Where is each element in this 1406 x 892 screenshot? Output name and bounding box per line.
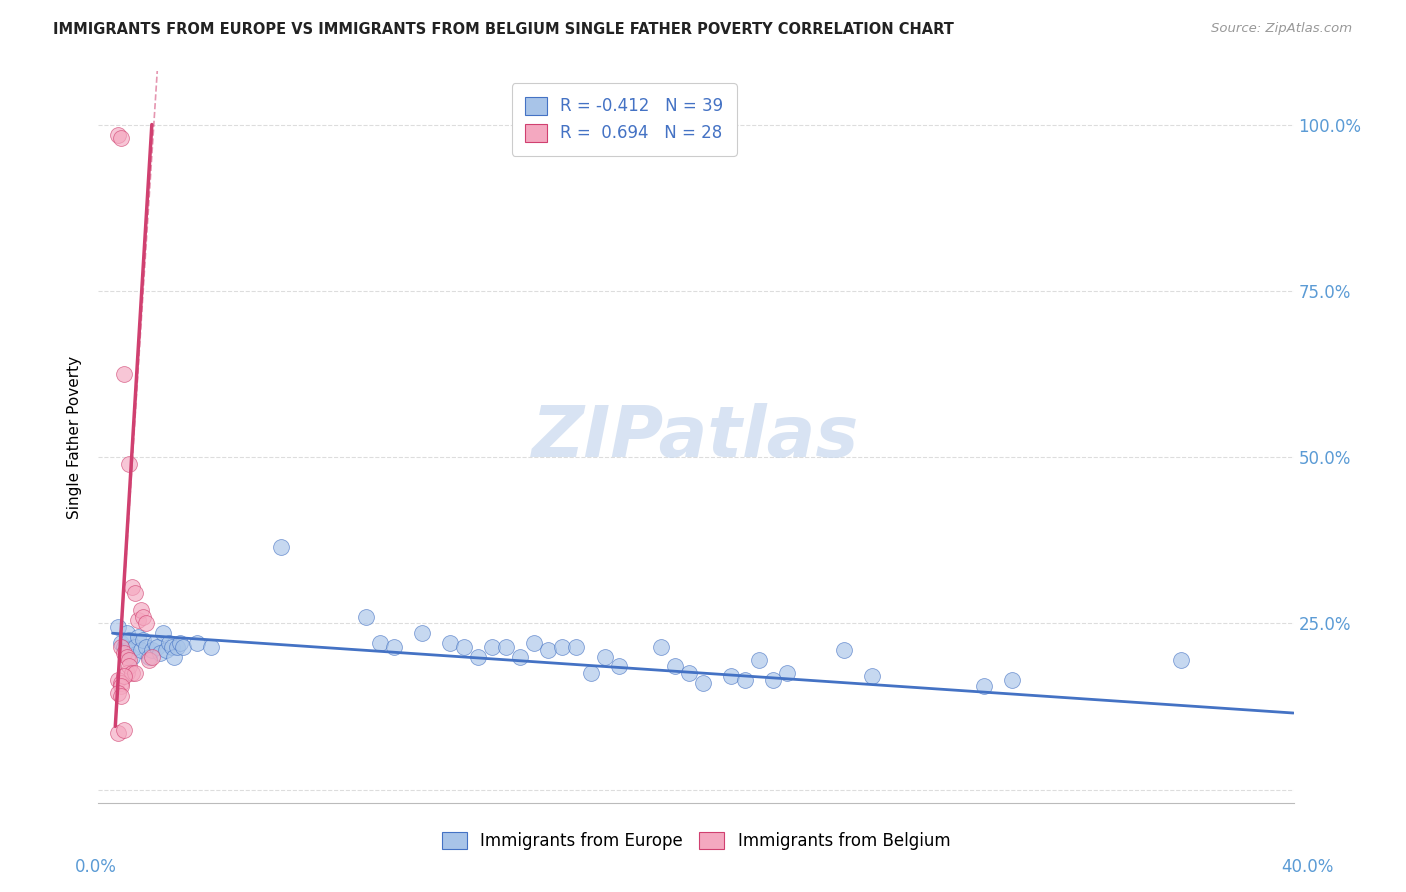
Point — [579, 666, 602, 681]
Point — [453, 640, 475, 654]
Point — [115, 626, 138, 640]
Point — [124, 640, 146, 654]
Point — [495, 640, 517, 654]
Point — [110, 636, 132, 650]
Point — [467, 649, 489, 664]
Point — [107, 686, 129, 700]
Point — [107, 128, 129, 142]
Legend: Immigrants from Europe, Immigrants from Belgium: Immigrants from Europe, Immigrants from … — [434, 825, 957, 856]
Point — [382, 640, 405, 654]
Point — [132, 609, 155, 624]
Point — [121, 649, 143, 664]
Point — [166, 640, 188, 654]
Point — [200, 640, 222, 654]
Point — [692, 676, 714, 690]
Text: 0.0%: 0.0% — [75, 858, 117, 876]
Point — [860, 669, 883, 683]
Point — [481, 640, 503, 654]
Point — [110, 680, 132, 694]
Point — [110, 690, 132, 704]
Point — [734, 673, 756, 687]
Point — [607, 659, 630, 673]
Point — [172, 640, 194, 654]
Point — [112, 669, 135, 683]
Point — [115, 643, 138, 657]
Point — [593, 649, 616, 664]
Point — [124, 586, 146, 600]
Text: IMMIGRANTS FROM EUROPE VS IMMIGRANTS FROM BELGIUM SINGLE FATHER POVERTY CORRELAT: IMMIGRANTS FROM EUROPE VS IMMIGRANTS FRO… — [53, 22, 955, 37]
Point — [776, 666, 799, 681]
Point — [135, 640, 157, 654]
Point — [138, 649, 160, 664]
Point — [748, 653, 770, 667]
Point — [186, 636, 208, 650]
Point — [118, 457, 141, 471]
Point — [110, 131, 132, 145]
Point — [169, 636, 191, 650]
Point — [141, 643, 163, 657]
Point — [411, 626, 433, 640]
Point — [118, 659, 141, 673]
Point — [138, 653, 160, 667]
Point — [664, 659, 686, 673]
Point — [368, 636, 391, 650]
Point — [129, 603, 152, 617]
Point — [110, 676, 132, 690]
Point — [121, 580, 143, 594]
Text: 40.0%: 40.0% — [1281, 858, 1334, 876]
Point — [107, 619, 129, 633]
Point — [127, 630, 149, 644]
Point — [650, 640, 672, 654]
Point — [129, 643, 152, 657]
Point — [509, 649, 531, 664]
Point — [132, 632, 155, 647]
Point — [149, 646, 172, 660]
Point — [135, 616, 157, 631]
Point — [107, 726, 129, 740]
Point — [112, 646, 135, 660]
Point — [163, 649, 186, 664]
Point — [112, 723, 135, 737]
Point — [107, 673, 129, 687]
Point — [121, 666, 143, 681]
Point — [146, 640, 169, 654]
Point — [1170, 653, 1192, 667]
Text: ZIPatlas: ZIPatlas — [533, 402, 859, 472]
Point — [565, 640, 588, 654]
Point — [523, 636, 546, 650]
Point — [118, 653, 141, 667]
Point — [110, 640, 132, 654]
Point — [551, 640, 574, 654]
Point — [124, 666, 146, 681]
Point — [678, 666, 700, 681]
Point — [141, 649, 163, 664]
Point — [115, 666, 138, 681]
Point — [112, 640, 135, 654]
Point — [112, 367, 135, 381]
Y-axis label: Single Father Poverty: Single Father Poverty — [67, 356, 83, 518]
Point — [537, 643, 560, 657]
Text: Source: ZipAtlas.com: Source: ZipAtlas.com — [1212, 22, 1353, 36]
Point — [832, 643, 855, 657]
Point — [143, 636, 166, 650]
Point — [127, 613, 149, 627]
Point — [1001, 673, 1024, 687]
Point — [762, 673, 785, 687]
Point — [439, 636, 461, 650]
Point — [155, 643, 177, 657]
Point — [157, 636, 180, 650]
Point — [118, 632, 141, 647]
Point — [115, 649, 138, 664]
Point — [354, 609, 377, 624]
Point — [160, 640, 183, 654]
Point — [720, 669, 742, 683]
Point — [152, 626, 174, 640]
Point — [973, 680, 995, 694]
Point — [270, 540, 292, 554]
